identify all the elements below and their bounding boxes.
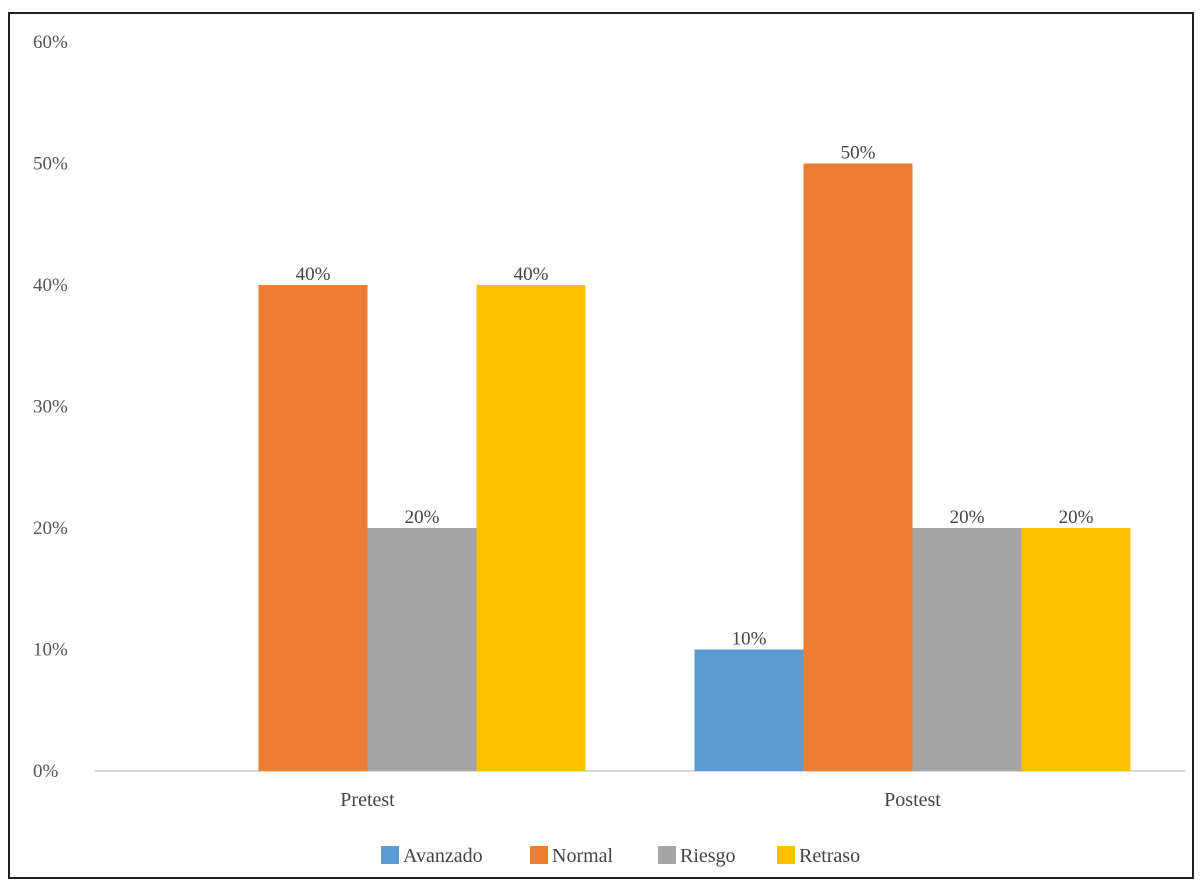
y-tick-label: 0% xyxy=(33,761,59,782)
legend-swatch-retraso xyxy=(777,846,795,864)
y-tick-label: 40% xyxy=(33,275,68,296)
legend-label-normal: Normal xyxy=(552,845,614,867)
legend: Avanzado Normal Riesgo Retraso xyxy=(381,845,860,867)
bar-retraso-postest xyxy=(1021,528,1131,771)
bar-normal-postest xyxy=(803,163,913,771)
bars xyxy=(258,163,1131,771)
y-tick-label: 10% xyxy=(33,640,68,661)
bar-riesgo-postest xyxy=(912,528,1022,771)
data-label: 40% xyxy=(296,264,331,285)
category-label: Pretest xyxy=(340,789,395,811)
bar-normal-pretest xyxy=(258,285,368,771)
data-label: 20% xyxy=(1059,507,1094,528)
y-tick-label: 50% xyxy=(33,154,68,175)
data-label: 40% xyxy=(514,264,549,285)
data-label: 10% xyxy=(732,629,767,650)
data-labels: 40% 20% 40% 10% 50% 20% 20% xyxy=(296,143,1094,650)
bar-riesgo-pretest xyxy=(367,528,477,771)
y-axis-ticks: 0% 10% 20% 30% 40% 50% 60% xyxy=(33,32,68,782)
category-label: Postest xyxy=(884,789,941,811)
y-tick-label: 20% xyxy=(33,518,68,539)
data-label: 50% xyxy=(841,143,876,164)
legend-swatch-avanzado xyxy=(381,846,399,864)
legend-label-avanzado: Avanzado xyxy=(403,845,483,867)
data-label: 20% xyxy=(405,507,440,528)
y-tick-label: 30% xyxy=(33,397,68,418)
data-label: 20% xyxy=(950,507,985,528)
y-tick-label: 60% xyxy=(33,32,68,53)
category-labels: Pretest Postest xyxy=(340,789,941,811)
bar-retraso-pretest xyxy=(476,285,586,771)
legend-label-retraso: Retraso xyxy=(799,845,860,867)
bar-avanzado-postest xyxy=(694,649,804,771)
legend-swatch-normal xyxy=(530,846,548,864)
legend-swatch-riesgo xyxy=(658,846,676,864)
legend-label-riesgo: Riesgo xyxy=(680,845,736,867)
